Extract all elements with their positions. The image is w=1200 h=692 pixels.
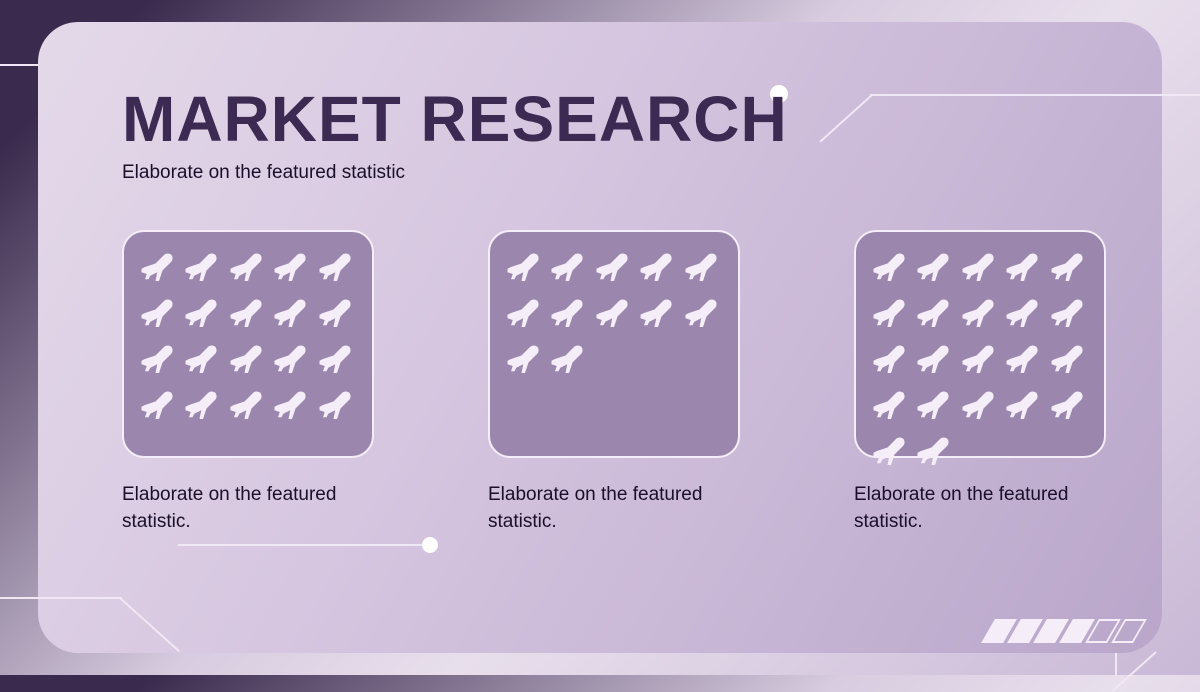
cards-row: Elaborate on the featured statistic. xyxy=(122,230,1120,535)
plane-icon xyxy=(1003,292,1045,334)
icon-grid xyxy=(870,246,1090,472)
plane-icon xyxy=(138,338,180,380)
plane-icon xyxy=(914,384,956,426)
plane-icon xyxy=(637,292,679,334)
plane-icon xyxy=(138,292,180,334)
decor-line xyxy=(1115,653,1117,675)
plane-icon xyxy=(271,384,313,426)
plane-icon xyxy=(682,246,724,288)
plane-icon xyxy=(227,246,269,288)
plane-icon xyxy=(316,338,358,380)
stat-card xyxy=(854,230,1106,458)
plane-icon xyxy=(182,246,224,288)
stat-card xyxy=(122,230,374,458)
plane-icon xyxy=(593,246,635,288)
plane-icon xyxy=(870,384,912,426)
plane-icon xyxy=(182,384,224,426)
plane-icon xyxy=(870,430,912,472)
plane-icon xyxy=(271,246,313,288)
plane-icon xyxy=(227,292,269,334)
card-caption: Elaborate on the featured statistic. xyxy=(122,482,388,535)
decor-line xyxy=(178,544,428,546)
plane-icon xyxy=(316,384,358,426)
plane-icon xyxy=(548,338,590,380)
plane-icon xyxy=(914,292,956,334)
plane-icon xyxy=(959,338,1001,380)
decor-line xyxy=(1112,651,1156,691)
plane-icon xyxy=(138,384,180,426)
plane-icon xyxy=(870,246,912,288)
page-subtitle: Elaborate on the featured statistic xyxy=(122,162,405,184)
plane-icon xyxy=(593,292,635,334)
plane-icon xyxy=(870,292,912,334)
page-title: MARKET RESEARCH xyxy=(122,82,788,156)
plane-icon xyxy=(316,292,358,334)
plane-icon xyxy=(1048,338,1090,380)
plane-icon xyxy=(914,430,956,472)
footer-stripes xyxy=(988,619,1140,643)
plane-icon xyxy=(1003,338,1045,380)
plane-icon xyxy=(548,292,590,334)
plane-icon xyxy=(914,338,956,380)
plane-icon xyxy=(227,338,269,380)
plane-icon xyxy=(271,338,313,380)
plane-icon xyxy=(959,246,1001,288)
plane-icon xyxy=(138,246,180,288)
stat-card-wrap: Elaborate on the featured statistic. xyxy=(854,230,1120,535)
plane-icon xyxy=(548,246,590,288)
decor-line xyxy=(0,597,122,599)
decor-dot xyxy=(422,537,438,553)
stat-card xyxy=(488,230,740,458)
plane-icon xyxy=(182,338,224,380)
plane-icon xyxy=(1048,246,1090,288)
plane-icon xyxy=(637,246,679,288)
plane-icon xyxy=(182,292,224,334)
card-caption: Elaborate on the featured statistic. xyxy=(854,482,1120,535)
plane-icon xyxy=(682,292,724,334)
stat-card-wrap: Elaborate on the featured statistic. xyxy=(122,230,388,535)
decor-line xyxy=(870,94,1200,96)
plane-icon xyxy=(271,292,313,334)
plane-icon xyxy=(959,292,1001,334)
plane-icon xyxy=(959,384,1001,426)
plane-icon xyxy=(914,246,956,288)
decor-line xyxy=(0,64,38,66)
icon-grid xyxy=(138,246,358,426)
plane-icon xyxy=(227,384,269,426)
plane-icon xyxy=(1048,384,1090,426)
card-caption: Elaborate on the featured statistic. xyxy=(488,482,754,535)
stat-card-wrap: Elaborate on the featured statistic. xyxy=(488,230,754,535)
plane-icon xyxy=(1003,384,1045,426)
plane-icon xyxy=(504,246,546,288)
plane-icon xyxy=(1003,246,1045,288)
plane-icon xyxy=(504,338,546,380)
plane-icon xyxy=(316,246,358,288)
plane-icon xyxy=(504,292,546,334)
plane-icon xyxy=(1048,292,1090,334)
plane-icon xyxy=(870,338,912,380)
icon-grid xyxy=(504,246,724,380)
